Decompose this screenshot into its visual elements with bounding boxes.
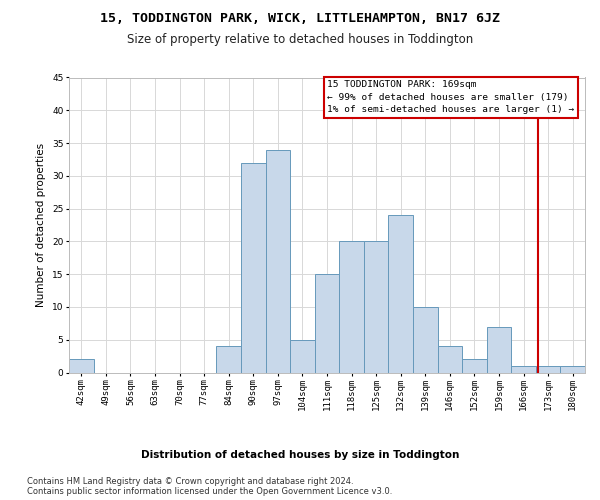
Bar bbox=[388, 215, 413, 372]
Bar bbox=[217, 346, 241, 372]
Y-axis label: Number of detached properties: Number of detached properties bbox=[37, 143, 46, 307]
Text: Distribution of detached houses by size in Toddington: Distribution of detached houses by size … bbox=[141, 450, 459, 460]
Bar bbox=[364, 242, 388, 372]
Bar bbox=[315, 274, 339, 372]
Bar bbox=[266, 150, 290, 372]
Text: 15, TODDINGTON PARK, WICK, LITTLEHAMPTON, BN17 6JZ: 15, TODDINGTON PARK, WICK, LITTLEHAMPTON… bbox=[100, 12, 500, 26]
Bar bbox=[69, 360, 94, 372]
Text: Contains public sector information licensed under the Open Government Licence v3: Contains public sector information licen… bbox=[27, 487, 392, 496]
Bar bbox=[487, 326, 511, 372]
Bar bbox=[437, 346, 462, 372]
Text: Size of property relative to detached houses in Toddington: Size of property relative to detached ho… bbox=[127, 32, 473, 46]
Text: Contains HM Land Registry data © Crown copyright and database right 2024.: Contains HM Land Registry data © Crown c… bbox=[27, 478, 353, 486]
Bar bbox=[413, 307, 437, 372]
Bar bbox=[241, 162, 266, 372]
Bar bbox=[536, 366, 560, 372]
Bar bbox=[290, 340, 315, 372]
Bar bbox=[462, 360, 487, 372]
Text: 15 TODDINGTON PARK: 169sqm
← 99% of detached houses are smaller (179)
1% of semi: 15 TODDINGTON PARK: 169sqm ← 99% of deta… bbox=[327, 80, 574, 114]
Bar bbox=[560, 366, 585, 372]
Bar bbox=[511, 366, 536, 372]
Bar bbox=[339, 242, 364, 372]
